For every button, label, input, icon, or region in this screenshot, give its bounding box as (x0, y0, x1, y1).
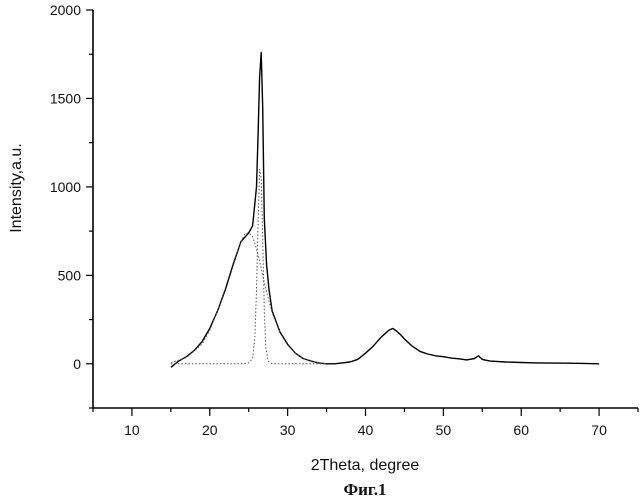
y-tick-label: 500 (58, 267, 82, 283)
axes (93, 10, 638, 408)
axis-ticks: 0 500 1000 1500 2000 10 20 30 40 50 60 70 (50, 2, 638, 438)
measured-pattern-line (171, 53, 599, 368)
x-tick-label: 70 (591, 422, 607, 438)
y-tick-label: 2000 (50, 2, 81, 18)
series-group (171, 53, 599, 368)
x-tick-label: 60 (513, 422, 529, 438)
y-tick-label: 1500 (50, 90, 81, 106)
x-axis-title: 2Theta, degree (311, 457, 420, 474)
figure-caption: Фиг.1 (344, 480, 387, 499)
x-tick-label: 30 (280, 422, 296, 438)
y-tick-label: 0 (73, 356, 81, 372)
fit-curve-1 (171, 233, 327, 364)
y-axis-title: Intensity,a.u. (8, 143, 25, 233)
x-tick-label: 50 (436, 422, 452, 438)
x-tick-label: 10 (124, 422, 140, 438)
x-tick-label: 40 (358, 422, 374, 438)
x-tick-label: 20 (202, 422, 218, 438)
y-tick-label: 1000 (50, 179, 81, 195)
fit-curve-2 (171, 169, 327, 364)
